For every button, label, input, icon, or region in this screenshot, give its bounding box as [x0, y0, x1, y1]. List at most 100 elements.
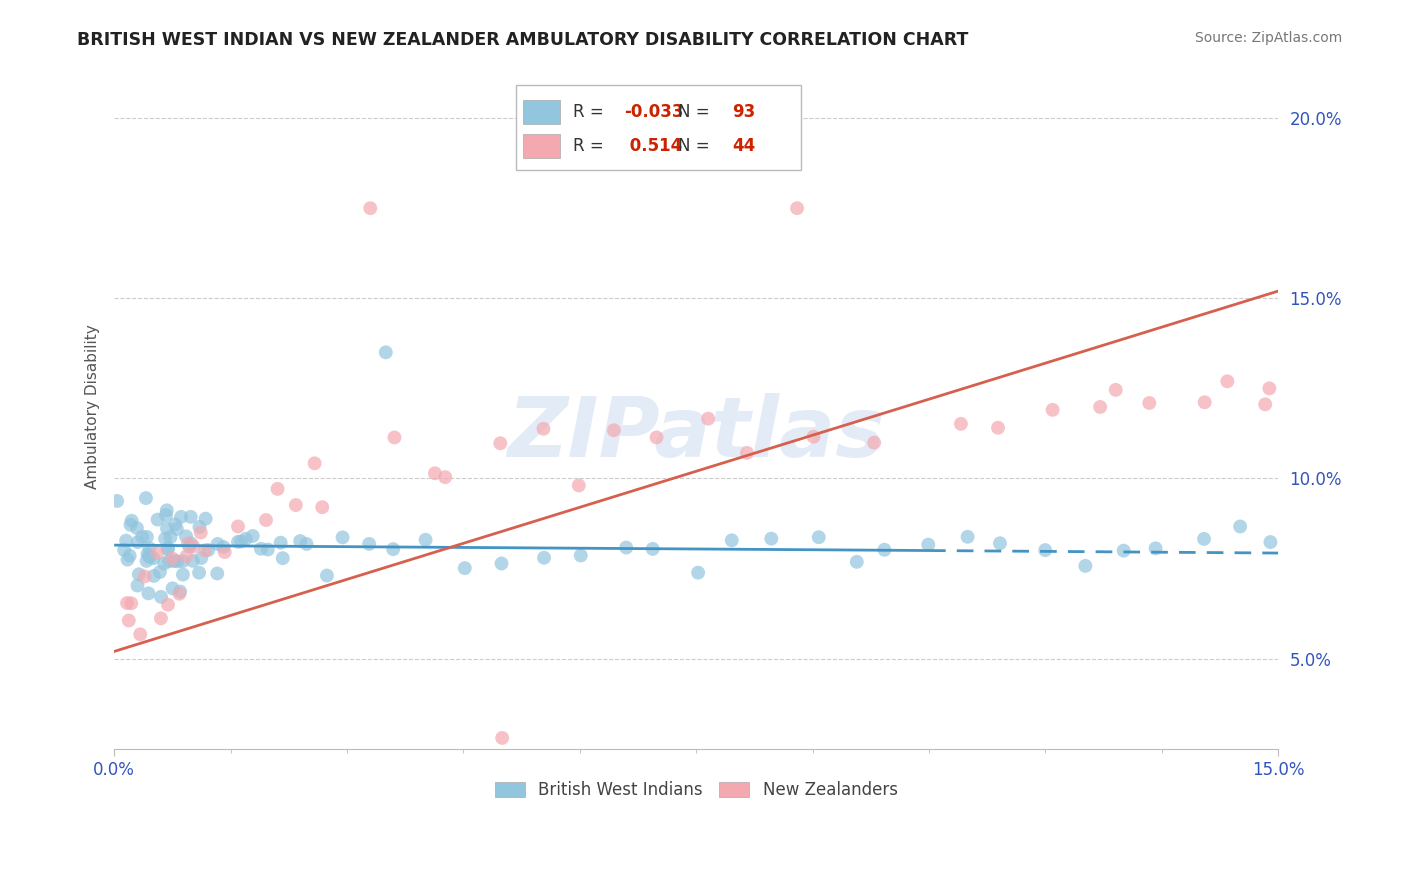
Point — [489, 436, 512, 450]
Text: -0.033: -0.033 — [624, 103, 683, 121]
Point — [359, 201, 381, 215]
Text: ZIPatlas: ZIPatlas — [508, 393, 886, 475]
Point — [197, 543, 219, 558]
Point — [163, 554, 186, 568]
Point — [614, 541, 637, 555]
Point — [697, 411, 720, 425]
Point — [332, 530, 354, 544]
Point — [295, 537, 318, 551]
Point — [156, 542, 179, 557]
Point — [135, 554, 157, 568]
Point — [382, 542, 405, 557]
Point — [988, 536, 1011, 550]
Point — [121, 514, 143, 528]
Point — [188, 566, 211, 580]
Point — [149, 611, 172, 625]
Text: Source: ZipAtlas.com: Source: ZipAtlas.com — [1195, 31, 1343, 45]
Point — [207, 537, 229, 551]
FancyBboxPatch shape — [523, 100, 560, 124]
Point — [645, 430, 668, 444]
Point — [807, 530, 830, 544]
FancyBboxPatch shape — [516, 85, 801, 170]
Point — [162, 551, 184, 566]
Point — [284, 498, 307, 512]
Point — [454, 561, 477, 575]
Point — [179, 540, 201, 554]
Point — [112, 543, 135, 558]
Point — [129, 627, 152, 641]
Point — [138, 541, 160, 556]
Point — [254, 513, 277, 527]
Point — [845, 555, 868, 569]
Point — [194, 543, 217, 558]
Point — [250, 541, 273, 556]
Point — [374, 345, 396, 359]
Point — [956, 530, 979, 544]
Point — [1033, 543, 1056, 558]
Point — [533, 422, 555, 436]
Point — [146, 546, 169, 560]
Legend: British West Indians, New Zealanders: British West Indians, New Zealanders — [488, 774, 904, 805]
Text: R =: R = — [572, 103, 609, 121]
Point — [359, 537, 381, 551]
Text: N =: N = — [678, 103, 716, 121]
Text: 93: 93 — [733, 103, 756, 121]
Point — [156, 503, 179, 517]
Point — [1144, 541, 1167, 556]
Y-axis label: Ambulatory Disability: Ambulatory Disability — [86, 324, 100, 489]
Point — [720, 533, 742, 548]
Point — [177, 536, 200, 550]
Point — [120, 596, 142, 610]
Point — [226, 519, 249, 533]
Text: R =: R = — [572, 137, 609, 155]
Point — [153, 532, 176, 546]
Point — [207, 566, 229, 581]
Point — [159, 530, 181, 544]
Text: 0.514: 0.514 — [624, 137, 682, 155]
Point — [169, 584, 191, 599]
Point — [150, 590, 173, 604]
Point — [423, 467, 446, 481]
Point — [138, 586, 160, 600]
Point — [165, 517, 187, 532]
Point — [1194, 395, 1216, 409]
Point — [157, 541, 180, 555]
Point — [1105, 383, 1128, 397]
Point — [115, 596, 138, 610]
Point — [491, 731, 513, 745]
Point — [128, 567, 150, 582]
Point — [138, 549, 160, 563]
Point — [142, 569, 165, 583]
Point — [987, 421, 1010, 435]
Point — [142, 551, 165, 566]
Point — [149, 565, 172, 579]
Point — [135, 491, 157, 505]
Point — [180, 509, 202, 524]
Point — [1192, 532, 1215, 546]
Point — [271, 551, 294, 566]
Point — [1074, 558, 1097, 573]
Point — [157, 554, 180, 568]
Point — [761, 532, 783, 546]
Point — [157, 598, 180, 612]
Point — [1112, 543, 1135, 558]
Point — [533, 550, 555, 565]
Text: N =: N = — [678, 137, 716, 155]
Point — [118, 614, 141, 628]
Point — [873, 542, 896, 557]
Point — [1042, 402, 1064, 417]
Point — [125, 521, 148, 535]
Point — [1216, 374, 1239, 388]
Point — [127, 535, 149, 549]
Point — [181, 554, 204, 568]
Point — [174, 529, 197, 543]
Point — [153, 557, 176, 571]
Point — [735, 446, 758, 460]
Point — [194, 511, 217, 525]
Text: 44: 44 — [733, 137, 756, 155]
Point — [434, 470, 457, 484]
Point — [949, 417, 972, 431]
Point — [135, 530, 157, 544]
Point — [786, 201, 808, 215]
Point — [127, 578, 149, 592]
